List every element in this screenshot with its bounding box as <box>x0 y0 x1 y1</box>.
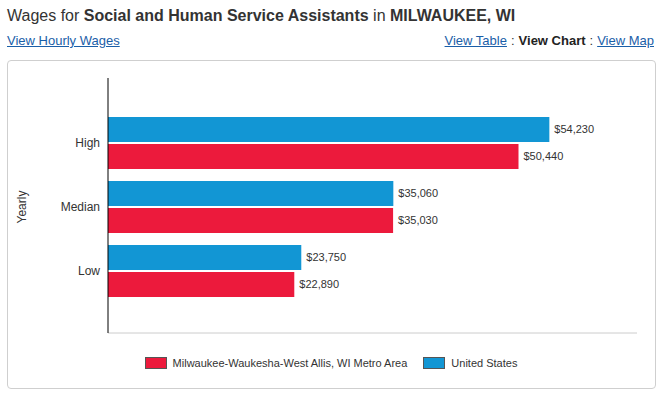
html-text:View Hourly Wages: View Hourly Wages <box>7 33 120 48</box>
svg-text:$22,890: $22,890 <box>299 278 339 290</box>
svg-text:$54,230: $54,230 <box>554 123 594 135</box>
svg-text:High: High <box>75 136 100 150</box>
svg-text:$35,030: $35,030 <box>398 214 438 226</box>
html-text:Yearly: Yearly <box>15 190 29 224</box>
html-text:Wages for Social and Human Ser: Wages for Social and Human Service Assis… <box>7 7 516 24</box>
html-text:Milwaukee-Waukesha-West Allis,: Milwaukee-Waukesha-West Allis, WI Metro … <box>172 357 408 369</box>
svg-text:$35,060: $35,060 <box>398 187 438 199</box>
svg-text:$50,440: $50,440 <box>524 150 564 162</box>
svg-text:$23,750: $23,750 <box>306 251 346 263</box>
svg-text:Median: Median <box>61 200 100 214</box>
html-text:United States: United States <box>451 357 518 369</box>
html-text:View Table : View Chart : View: View Table : View Chart : View Map <box>444 33 654 48</box>
svg-text:Low: Low <box>78 264 100 278</box>
